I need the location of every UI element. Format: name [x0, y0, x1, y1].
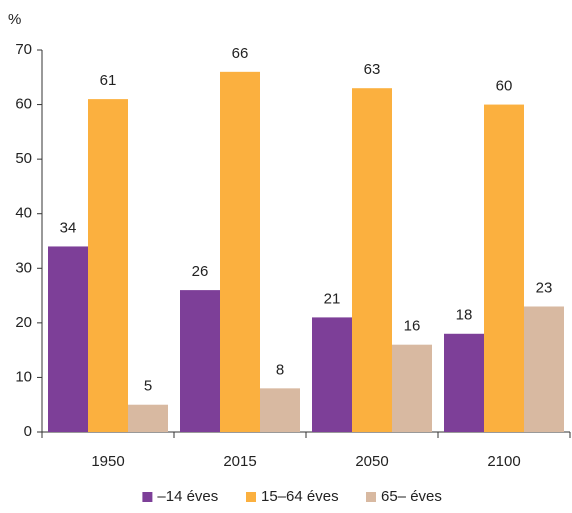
- legend-swatch: [366, 492, 376, 502]
- y-tick-label: 0: [24, 423, 32, 440]
- legend-label: –14 éves: [157, 488, 218, 505]
- bar: [524, 306, 564, 432]
- value-label: 16: [404, 318, 421, 335]
- bar: [128, 404, 168, 432]
- legend-label: 15–64 éves: [261, 488, 339, 505]
- value-label: 26: [192, 263, 209, 280]
- bar: [444, 333, 484, 432]
- value-label: 66: [232, 45, 249, 62]
- value-label: 34: [60, 219, 77, 236]
- y-tick-label: 20: [15, 314, 32, 331]
- bar: [260, 388, 300, 432]
- y-axis-label: %: [8, 11, 21, 28]
- y-tick-label: 60: [15, 96, 32, 113]
- y-tick-label: 40: [15, 205, 32, 222]
- legend-swatch: [246, 492, 256, 502]
- y-tick-label: 70: [15, 41, 32, 58]
- bar: [484, 104, 524, 433]
- bar: [48, 246, 88, 432]
- x-tick-label: 1950: [91, 453, 124, 470]
- y-tick-label: 50: [15, 150, 32, 167]
- value-label: 23: [536, 279, 553, 296]
- value-label: 18: [456, 307, 473, 324]
- value-label: 21: [324, 290, 341, 307]
- y-tick-label: 10: [15, 368, 32, 385]
- bar: [312, 317, 352, 432]
- bar: [352, 88, 392, 432]
- x-tick-label: 2100: [487, 453, 520, 470]
- x-tick-label: 2050: [355, 453, 388, 470]
- legend-swatch: [142, 492, 153, 502]
- y-tick-label: 30: [15, 259, 32, 276]
- value-label: 61: [100, 72, 117, 89]
- bar: [220, 71, 260, 432]
- value-label: 8: [276, 361, 284, 378]
- value-label: 60: [496, 78, 513, 95]
- bar: [180, 290, 220, 432]
- bar: [392, 344, 432, 432]
- value-label: 63: [364, 61, 381, 78]
- x-tick-label: 2015: [223, 453, 256, 470]
- legend-label: 65– éves: [381, 488, 442, 505]
- value-label: 5: [144, 378, 152, 395]
- bar: [88, 99, 128, 432]
